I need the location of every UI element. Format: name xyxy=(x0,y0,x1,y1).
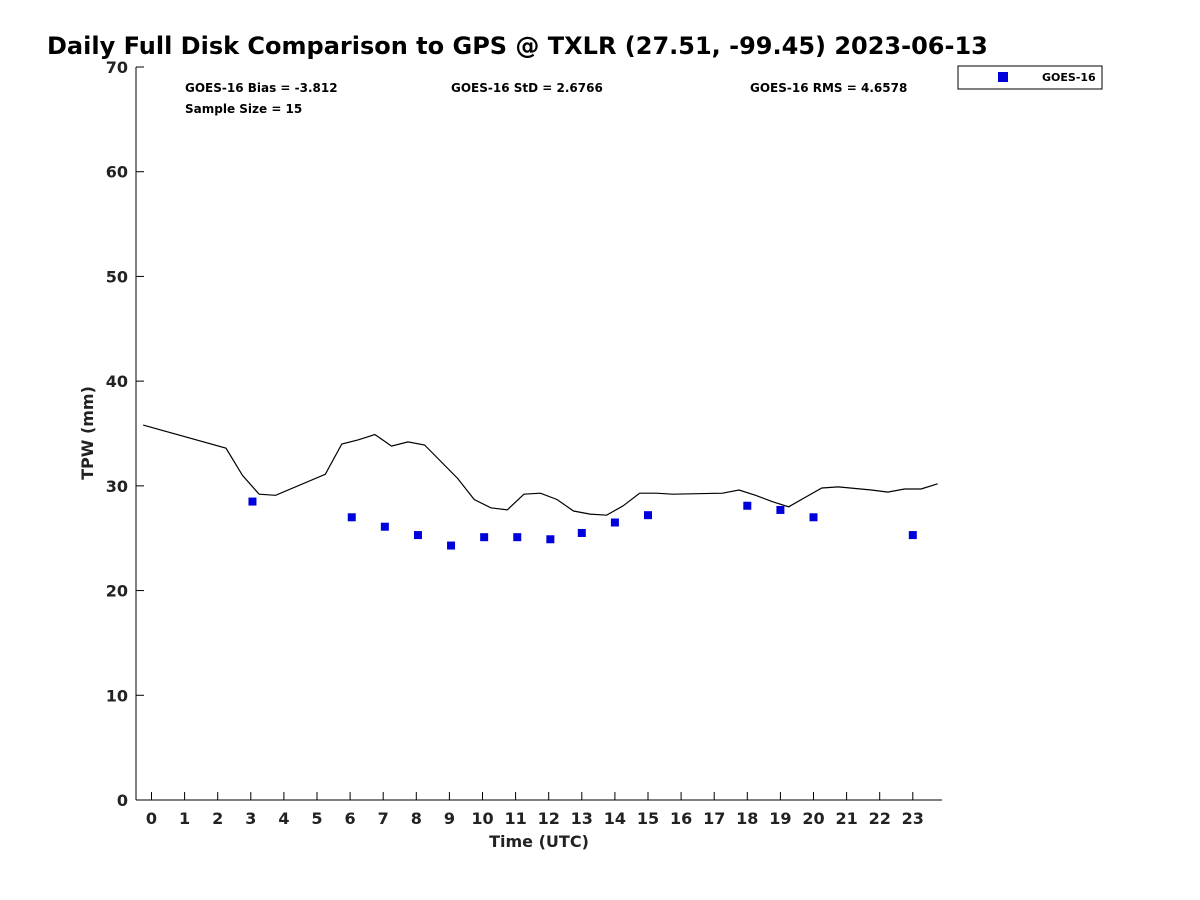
y-tick-label: 60 xyxy=(106,163,128,182)
y-ticks: 0 10 20 30 40 50 60 70 xyxy=(106,58,144,810)
x-tick-label: 12 xyxy=(538,809,560,828)
gps-tpw-line xyxy=(143,424,938,516)
x-tick-label: 0 xyxy=(146,809,157,828)
x-tick-label: 9 xyxy=(444,809,455,828)
y-tick-label: 70 xyxy=(106,58,128,77)
chart-title: Daily Full Disk Comparison to GPS @ TXLR… xyxy=(47,32,988,60)
goes16-point xyxy=(380,522,389,531)
goes16-point xyxy=(413,531,422,540)
x-tick-label: 7 xyxy=(378,809,389,828)
goes16-point xyxy=(743,501,752,510)
goes16-point xyxy=(248,497,257,506)
x-tick-label: 3 xyxy=(245,809,256,828)
legend-label: GOES-16 xyxy=(1042,71,1096,84)
x-tick-label: 16 xyxy=(670,809,692,828)
y-axis-label: TPW (mm) xyxy=(78,386,97,480)
legend: GOES-16 xyxy=(957,65,1103,90)
x-tick-label: 14 xyxy=(604,809,626,828)
x-tick-label: 10 xyxy=(471,809,493,828)
legend-marker xyxy=(998,72,1008,82)
series-layer xyxy=(143,424,938,550)
x-tick-label: 17 xyxy=(703,809,725,828)
x-tick-label: 22 xyxy=(869,809,891,828)
plot-background xyxy=(136,67,942,800)
stat-rms: GOES-16 RMS = 4.6578 xyxy=(750,81,907,95)
x-tick-label: 23 xyxy=(902,809,924,828)
stat-bias: GOES-16 Bias = -3.812 xyxy=(185,81,338,95)
y-tick-label: 0 xyxy=(117,791,128,810)
x-tick-label: 2 xyxy=(212,809,223,828)
x-tick-label: 20 xyxy=(802,809,824,828)
y-tick-label: 30 xyxy=(106,477,128,496)
goes16-point xyxy=(610,518,619,527)
x-ticks: 0 1 2 3 4 5 6 7 8 9 10 11 12 13 14 15 16 17 18 19 20 21 22 23 xyxy=(146,792,924,828)
x-axis-label: Time (UTC) xyxy=(489,832,589,851)
x-tick-label: 8 xyxy=(411,809,422,828)
x-tick-label: 18 xyxy=(736,809,758,828)
goes16-point xyxy=(480,533,489,542)
y-tick-label: 50 xyxy=(106,267,128,286)
stat-std: GOES-16 StD = 2.6766 xyxy=(451,81,603,95)
x-tick-label: 4 xyxy=(278,809,289,828)
x-tick-label: 1 xyxy=(179,809,190,828)
goes16-point xyxy=(577,528,586,537)
y-tick-label: 20 xyxy=(106,582,128,601)
stat-sample-size: Sample Size = 15 xyxy=(185,102,302,116)
legend-box xyxy=(957,65,1103,90)
x-tick-label: 21 xyxy=(835,809,857,828)
x-tick-label: 15 xyxy=(637,809,659,828)
y-tick-label: 10 xyxy=(106,686,128,705)
x-tick-label: 6 xyxy=(345,809,356,828)
goes16-point xyxy=(809,513,818,522)
goes16-point xyxy=(347,513,356,522)
goes16-point xyxy=(513,533,522,542)
goes16-point xyxy=(908,531,917,540)
goes16-point xyxy=(644,511,652,520)
y-tick-label: 40 xyxy=(106,372,128,391)
x-tick-label: 13 xyxy=(571,809,593,828)
x-tick-label: 5 xyxy=(311,809,322,828)
goes16-point xyxy=(546,535,555,544)
x-tick-label: 11 xyxy=(504,809,526,828)
goes16-point xyxy=(776,505,785,514)
goes16-point xyxy=(447,541,456,550)
x-tick-label: 19 xyxy=(769,809,791,828)
